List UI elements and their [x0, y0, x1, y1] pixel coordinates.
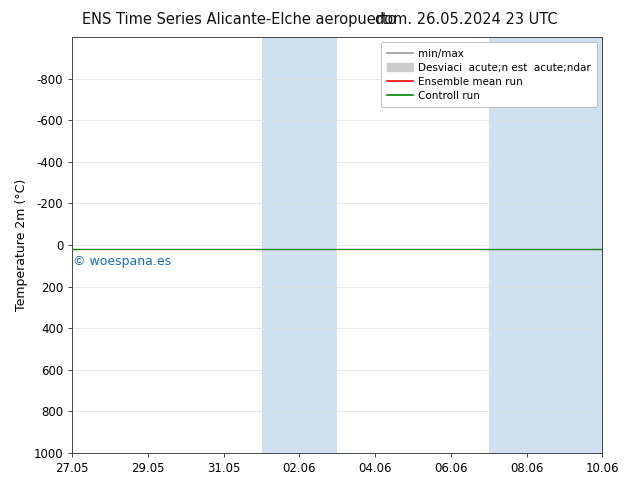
- Text: ENS Time Series Alicante-Elche aeropuerto: ENS Time Series Alicante-Elche aeropuert…: [82, 12, 397, 27]
- Y-axis label: Temperature 2m (°C): Temperature 2m (°C): [15, 179, 28, 311]
- Bar: [261, 37, 337, 453]
- Legend: min/max, Desviaci  acute;n est  acute;ndar, Ensemble mean run, Controll run: min/max, Desviaci acute;n est acute;ndar…: [380, 42, 597, 107]
- Text: dom. 26.05.2024 23 UTC: dom. 26.05.2024 23 UTC: [375, 12, 558, 27]
- Bar: [489, 37, 602, 453]
- Text: © woespana.es: © woespana.es: [72, 255, 171, 269]
